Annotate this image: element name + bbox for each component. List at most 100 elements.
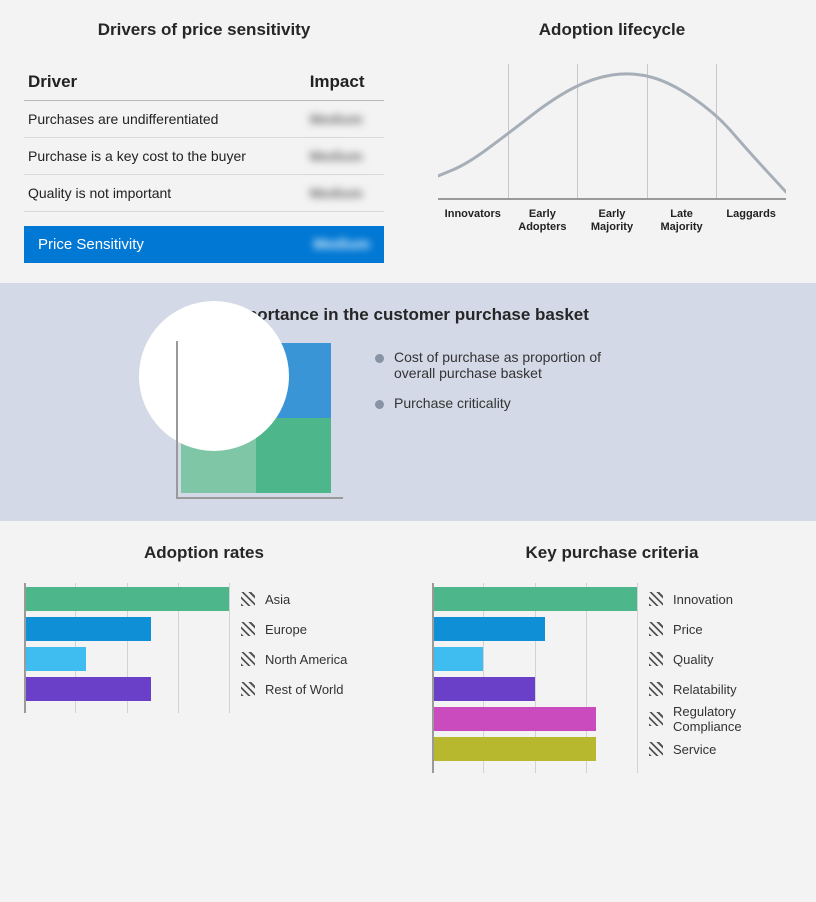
hatch-swatch-icon	[241, 592, 255, 606]
bar	[432, 707, 596, 731]
drivers-row-driver: Quality is not important	[24, 175, 306, 212]
drivers-table: Driver Impact Purchases are undifferenti…	[24, 64, 384, 212]
bar-row	[432, 647, 637, 671]
bars-legend-label: Quality	[673, 652, 713, 667]
bars-legend-item: Price	[649, 617, 792, 641]
drivers-row: Quality is not importantMedium	[24, 175, 384, 212]
bars-gridline	[637, 583, 638, 773]
hatch-swatch-icon	[649, 592, 663, 606]
bars-legend-item: Relatability	[649, 677, 792, 701]
lifecycle-panel: Adoption lifecycle InnovatorsEarlyAdopte…	[408, 0, 816, 283]
bar-row	[24, 587, 229, 611]
adoption-body: Asia Europe North America Rest of World	[24, 587, 384, 707]
bar-row	[432, 677, 637, 701]
adoption-title: Adoption rates	[24, 543, 384, 563]
lifecycle-axis	[438, 198, 786, 200]
drivers-panel: Drivers of price sensitivity Driver Impa…	[0, 0, 408, 283]
criteria-axis	[432, 583, 434, 773]
importance-title: Importance in the customer purchase bask…	[24, 305, 792, 325]
bars-legend-item: Rest of World	[241, 677, 384, 701]
bar	[432, 677, 535, 701]
drivers-title: Drivers of price sensitivity	[24, 20, 384, 40]
bar	[24, 647, 86, 671]
drivers-row-impact: Medium	[306, 101, 384, 138]
criteria-title: Key purchase criteria	[432, 543, 792, 563]
row-top: Drivers of price sensitivity Driver Impa…	[0, 0, 816, 283]
bar-row	[24, 677, 229, 701]
bullet-icon	[375, 354, 384, 363]
drivers-row-impact: Medium	[306, 175, 384, 212]
bar	[24, 617, 151, 641]
hatch-swatch-icon	[649, 622, 663, 636]
bar	[432, 737, 596, 761]
quadrant-chart	[181, 343, 331, 493]
adoption-axis	[24, 583, 26, 713]
hatch-swatch-icon	[649, 742, 663, 756]
importance-legend-item: Purchase criticality	[375, 395, 635, 411]
bars-legend-label: Relatability	[673, 682, 737, 697]
adoption-panel: Adoption rates Asia Europe North America Re…	[0, 521, 408, 797]
bars-legend-label: Price	[673, 622, 703, 637]
quadrant-marker	[139, 301, 289, 451]
lifecycle-labels: InnovatorsEarlyAdoptersEarlyMajorityLate…	[438, 208, 786, 234]
bars-legend-item: Asia	[241, 587, 384, 611]
criteria-chart	[432, 587, 637, 767]
lifecycle-title: Adoption lifecycle	[432, 20, 792, 40]
bars-legend-label: Asia	[265, 592, 290, 607]
importance-panel: Importance in the customer purchase bask…	[0, 283, 816, 521]
drivers-header-row: Driver Impact	[24, 64, 384, 101]
bar-row	[432, 707, 637, 731]
lifecycle-segment-label: Laggards	[716, 208, 786, 234]
bar	[24, 587, 229, 611]
drivers-row: Purchase is a key cost to the buyerMediu…	[24, 138, 384, 175]
bars-legend-item: Service	[649, 737, 792, 761]
bars-legend-label: Innovation	[673, 592, 733, 607]
criteria-body: InnovationPriceQualityRelatabilityRegula…	[432, 587, 792, 767]
bar-row	[432, 737, 637, 761]
bar	[432, 647, 483, 671]
criteria-legend: InnovationPriceQualityRelatabilityRegula…	[649, 587, 792, 767]
bar	[24, 677, 151, 701]
lifecycle-segment-label: EarlyMajority	[577, 208, 647, 234]
lifecycle-segment-label: LateMajority	[647, 208, 717, 234]
bars-legend-label: Europe	[265, 622, 307, 637]
bar-row	[432, 587, 637, 611]
importance-body: Cost of purchase as proportion of overal…	[24, 343, 792, 493]
lifecycle-segment-label: EarlyAdopters	[508, 208, 578, 234]
bar-row	[432, 617, 637, 641]
bars-legend-item: North America	[241, 647, 384, 671]
hatch-swatch-icon	[241, 682, 255, 696]
quadrant-axis-x	[176, 497, 343, 499]
quadrant-axis-y	[176, 341, 178, 499]
bullet-icon	[375, 400, 384, 409]
quadrant-wrap	[181, 343, 341, 493]
hatch-swatch-icon	[649, 712, 663, 726]
adoption-legend: Asia Europe North America Rest of World	[241, 587, 384, 707]
hatch-swatch-icon	[241, 622, 255, 636]
drivers-row-impact: Medium	[306, 138, 384, 175]
bar-row	[24, 647, 229, 671]
importance-legend-label: Purchase criticality	[394, 395, 511, 411]
drivers-summary-value: Medium	[313, 236, 370, 253]
lifecycle-segment-label: Innovators	[438, 208, 508, 234]
drivers-summary-label: Price Sensitivity	[38, 236, 144, 253]
row-bottom: Adoption rates Asia Europe North America Re…	[0, 521, 816, 797]
bar	[432, 587, 637, 611]
drivers-row-driver: Purchase is a key cost to the buyer	[24, 138, 306, 175]
adoption-chart	[24, 587, 229, 707]
criteria-panel: Key purchase criteria Innovation Price Qua…	[408, 521, 816, 797]
hatch-swatch-icon	[649, 652, 663, 666]
drivers-row-driver: Purchases are undifferentiated	[24, 101, 306, 138]
drivers-col-driver: Driver	[24, 64, 306, 101]
importance-legend-item: Cost of purchase as proportion of overal…	[375, 349, 635, 381]
bars-legend-label: North America	[265, 652, 347, 667]
bar-row	[24, 617, 229, 641]
bar	[432, 617, 545, 641]
bars-legend-item: Europe	[241, 617, 384, 641]
importance-legend-label: Cost of purchase as proportion of overal…	[394, 349, 635, 381]
hatch-swatch-icon	[649, 682, 663, 696]
bars-legend-label: Service	[673, 742, 716, 757]
bars-gridline	[229, 583, 230, 713]
hatch-swatch-icon	[241, 652, 255, 666]
bars-legend-item: Quality	[649, 647, 792, 671]
